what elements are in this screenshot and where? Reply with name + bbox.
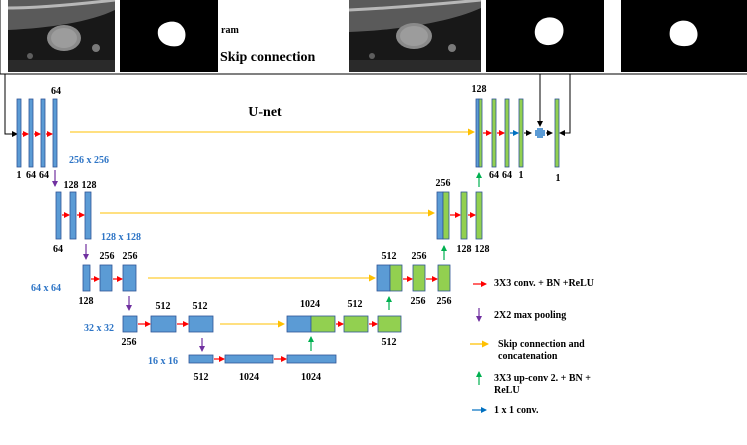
channel-label: 512 bbox=[347, 299, 363, 310]
channel-label: 256 bbox=[411, 251, 427, 262]
channel-label: 1 bbox=[555, 173, 561, 184]
channel-label: 512 bbox=[381, 337, 397, 348]
resolution-label: 32 x 32 bbox=[84, 323, 114, 334]
dec1-up-block bbox=[478, 98, 483, 168]
channel-label: 128 bbox=[474, 244, 490, 255]
channel-label: 64 bbox=[39, 170, 49, 181]
output-ct-image bbox=[348, 0, 482, 72]
channel-label: 128 bbox=[63, 180, 79, 191]
dec4-up-block bbox=[310, 315, 336, 333]
channel-label: 64 bbox=[26, 170, 36, 181]
channel-label: 512 bbox=[381, 251, 397, 262]
enc2-block-1 bbox=[55, 191, 62, 240]
channel-label: 512 bbox=[193, 372, 209, 383]
enc3-block-2 bbox=[99, 264, 113, 292]
resolution-label: 128 x 128 bbox=[101, 232, 141, 243]
channel-label: 1 bbox=[518, 170, 524, 181]
channel-label: 256 bbox=[121, 337, 137, 348]
input-ct-image bbox=[7, 0, 116, 72]
channel-label: 512 bbox=[155, 301, 171, 312]
dec2-skip-block bbox=[436, 191, 444, 240]
enc4-block-3 bbox=[188, 315, 214, 333]
resolution-label: 256 x 256 bbox=[69, 155, 109, 166]
enc4-block-2 bbox=[150, 315, 177, 333]
bottleneck-block-2 bbox=[224, 354, 274, 364]
resolution-label: 16 x 16 bbox=[148, 356, 178, 367]
dec2-block-2 bbox=[460, 191, 468, 240]
dec3-block-2 bbox=[412, 264, 426, 292]
enc3-block-1 bbox=[82, 264, 91, 292]
enc2-block-3 bbox=[84, 191, 92, 240]
channel-label: 1024 bbox=[300, 299, 320, 310]
bottleneck-block-1 bbox=[188, 354, 214, 364]
skip-connection-title: Skip connection bbox=[220, 50, 316, 65]
channel-label: 128 bbox=[471, 84, 487, 95]
legend-1x1-label: 1 x 1 conv. bbox=[494, 405, 539, 416]
channel-label: 256 bbox=[435, 178, 451, 189]
channel-label: 256 bbox=[122, 251, 138, 262]
input-connector bbox=[4, 74, 18, 137]
enc1-block-1 bbox=[16, 98, 22, 168]
dec4-block-3 bbox=[377, 315, 402, 333]
dec2-block-3 bbox=[475, 191, 483, 240]
gt-connector bbox=[559, 74, 571, 136]
legend-skip-label: Skip connection and concatenation bbox=[498, 339, 585, 362]
enc1-block-3 bbox=[40, 98, 46, 168]
channel-label: 128 bbox=[81, 180, 97, 191]
channel-label: 64 bbox=[53, 244, 63, 255]
plus-icon bbox=[535, 128, 545, 138]
header-title-fragment: ram bbox=[221, 25, 239, 36]
channel-label: 128 bbox=[78, 296, 94, 307]
legend-upconv-label: 3X3 up-conv 2. + BN + ReLU bbox=[494, 373, 591, 396]
enc1-block-4 bbox=[52, 98, 58, 168]
unet-title: U-net bbox=[248, 105, 282, 120]
dec1-block-2 bbox=[491, 98, 497, 168]
enc3-block-3 bbox=[122, 264, 137, 292]
dec4-skip-block bbox=[286, 315, 312, 333]
dec3-block-3 bbox=[437, 264, 451, 292]
enc1-block-2 bbox=[28, 98, 34, 168]
bottleneck-block-3 bbox=[286, 354, 337, 364]
dec1-block-4 bbox=[518, 98, 524, 168]
ground-truth-mask-image bbox=[621, 0, 747, 72]
legend-conv-label: 3X3 conv. + BN +ReLU bbox=[494, 278, 595, 289]
channel-label: 512 bbox=[192, 301, 208, 312]
channel-label: 1024 bbox=[239, 372, 259, 383]
output-block bbox=[554, 98, 560, 168]
enc4-block-1 bbox=[122, 315, 138, 333]
output-mask-image bbox=[486, 0, 604, 72]
input-mask-image bbox=[120, 0, 218, 72]
dec3-skip-block bbox=[376, 264, 391, 292]
dec1-skip-block bbox=[475, 98, 480, 168]
dec2-up-block bbox=[442, 191, 450, 240]
resolution-label: 64 x 64 bbox=[31, 283, 61, 294]
channel-label: 256 bbox=[436, 296, 452, 307]
channel-label: 1024 bbox=[301, 372, 321, 383]
channel-label: 64 bbox=[489, 170, 499, 181]
channel-label: 128 bbox=[456, 244, 472, 255]
legend-pool-label: 2X2 max pooling bbox=[494, 310, 567, 321]
dec4-block-2 bbox=[343, 315, 369, 333]
channel-label: 256 bbox=[410, 296, 426, 307]
channel-label: 1 bbox=[16, 170, 22, 181]
dec3-up-block bbox=[389, 264, 403, 292]
enc2-block-2 bbox=[69, 191, 77, 240]
channel-label: 256 bbox=[99, 251, 115, 262]
channel-label: 64 bbox=[502, 170, 512, 181]
channel-label: 64 bbox=[51, 86, 61, 97]
dec1-block-3 bbox=[504, 98, 510, 168]
